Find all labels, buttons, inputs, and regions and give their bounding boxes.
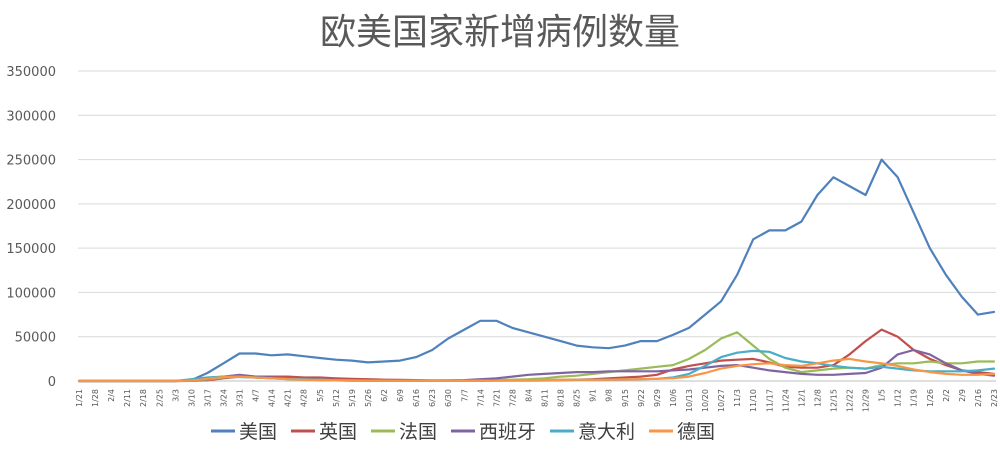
x-tick-label: 5/12 bbox=[332, 389, 341, 407]
y-tick-label: 150000 bbox=[6, 242, 56, 257]
x-tick-label: 2/23 bbox=[990, 389, 999, 407]
x-tick-label: 3/31 bbox=[236, 389, 245, 407]
x-tick-label: 10/27 bbox=[717, 389, 726, 412]
x-tick-label: 7/7 bbox=[460, 389, 469, 402]
x-tick-label: 6/2 bbox=[380, 389, 389, 402]
series-lines bbox=[77, 158, 996, 383]
x-tick-label: 9/15 bbox=[621, 389, 630, 407]
series-line-5 bbox=[77, 357, 996, 383]
y-tick-label: 100000 bbox=[6, 286, 56, 301]
legend: 美国 英国 法国 西班牙 意大利 德国 bbox=[211, 421, 715, 443]
x-tick-label: 5/5 bbox=[316, 389, 325, 402]
x-tick-label: 8/11 bbox=[541, 389, 550, 407]
legend-label: 法国 bbox=[399, 421, 437, 443]
x-tick-label: 8/4 bbox=[524, 389, 533, 402]
y-tick-label: 50000 bbox=[15, 331, 56, 346]
legend-label: 西班牙 bbox=[479, 421, 536, 443]
x-tick-label: 12/29 bbox=[862, 389, 871, 412]
x-tick-label: 9/29 bbox=[653, 389, 662, 407]
x-tick-label: 9/1 bbox=[589, 389, 598, 402]
x-tick-label: 2/25 bbox=[155, 389, 164, 407]
x-tick-label: 11/24 bbox=[781, 389, 790, 412]
y-tick-label: 250000 bbox=[6, 154, 56, 169]
x-tick-label: 2/18 bbox=[139, 389, 148, 407]
x-tick-label: 1/26 bbox=[926, 389, 935, 407]
x-tick-label: 1/5 bbox=[878, 389, 887, 402]
x-tick-label: 8/18 bbox=[557, 389, 566, 407]
chart-title: 欧美国家新增病例数量 bbox=[320, 12, 680, 53]
x-tick-label: 2/4 bbox=[107, 389, 116, 402]
x-tick-label: 11/3 bbox=[733, 389, 742, 407]
x-tick-label: 2/16 bbox=[974, 389, 983, 407]
x-tick-label: 1/21 bbox=[75, 389, 84, 407]
x-tick-label: 5/26 bbox=[364, 389, 373, 407]
y-axis-tick-labels: 0 50000 100000 150000 200000 250000 300000 3500… bbox=[6, 65, 56, 390]
x-tick-label: 3/3 bbox=[171, 389, 180, 402]
x-tick-label: 3/17 bbox=[203, 389, 212, 407]
x-tick-label: 1/28 bbox=[91, 389, 100, 407]
x-tick-label: 11/10 bbox=[749, 389, 758, 412]
legend-label: 英国 bbox=[319, 421, 357, 443]
x-tick-label: 6/23 bbox=[428, 389, 437, 407]
y-tick-label: 0 bbox=[48, 375, 56, 390]
x-tick-label: 4/28 bbox=[300, 389, 309, 407]
x-tick-label: 4/21 bbox=[284, 389, 293, 407]
series-line-0 bbox=[77, 158, 996, 383]
x-tick-label: 10/6 bbox=[669, 389, 678, 407]
x-tick-label: 10/13 bbox=[685, 389, 694, 412]
x-tick-label: 8/25 bbox=[573, 389, 582, 407]
x-tick-label: 7/28 bbox=[508, 389, 517, 407]
legend-label: 意大利 bbox=[578, 421, 635, 443]
series-line-4 bbox=[77, 349, 996, 383]
y-tick-label: 200000 bbox=[6, 198, 56, 213]
x-tick-label: 1/12 bbox=[894, 389, 903, 407]
x-tick-label: 11/17 bbox=[765, 389, 774, 412]
x-tick-label: 6/9 bbox=[396, 389, 405, 402]
x-tick-label: 1/19 bbox=[910, 389, 919, 407]
x-tick-label: 4/7 bbox=[252, 389, 261, 402]
x-tick-label: 10/20 bbox=[701, 389, 710, 412]
x-tick-label: 12/22 bbox=[846, 389, 855, 412]
x-tick-label: 2/2 bbox=[942, 389, 951, 402]
x-tick-label: 7/14 bbox=[476, 389, 485, 407]
x-tick-label: 7/21 bbox=[492, 389, 501, 407]
x-tick-label: 3/24 bbox=[219, 389, 228, 407]
x-tick-label: 2/9 bbox=[958, 389, 967, 402]
x-axis-tick-labels: 1/21 1/28 2/4 2/11 2/18 2/25 3/3 3/10 3/17 3/24 3/… bbox=[75, 389, 999, 412]
x-tick-label: 2/11 bbox=[123, 389, 132, 407]
legend-label: 德国 bbox=[677, 421, 715, 443]
x-tick-label: 6/16 bbox=[412, 389, 421, 407]
x-tick-label: 4/14 bbox=[268, 389, 277, 407]
x-tick-label: 6/30 bbox=[444, 389, 453, 407]
x-tick-label: 5/19 bbox=[348, 389, 357, 407]
x-tick-label: 3/10 bbox=[187, 389, 196, 407]
gridlines bbox=[78, 70, 996, 382]
x-tick-label: 12/15 bbox=[829, 389, 838, 412]
x-tick-label: 12/1 bbox=[797, 389, 806, 407]
y-tick-label: 300000 bbox=[6, 109, 56, 124]
x-tick-label: 9/8 bbox=[605, 389, 614, 402]
y-tick-label: 350000 bbox=[6, 65, 56, 80]
x-tick-label: 9/22 bbox=[637, 389, 646, 407]
legend-label: 美国 bbox=[239, 421, 277, 443]
x-tick-label: 12/8 bbox=[813, 389, 822, 407]
